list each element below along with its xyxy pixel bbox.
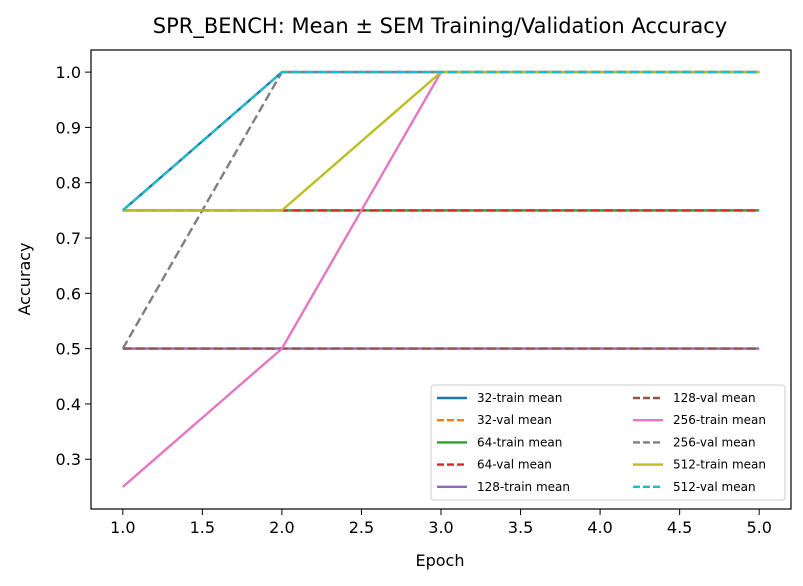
legend-label: 512-val mean [673,480,756,494]
x-tick-label: 2.5 [349,518,374,537]
x-tick-label: 4.0 [587,518,612,537]
x-tick-label: 4.5 [667,518,692,537]
y-tick-label: 0.5 [56,340,81,359]
legend-label: 128-train mean [477,480,570,494]
x-axis-ticks: 1.0 1.5 2.0 2.5 3.0 3.5 4.0 4.5 5.0 [110,509,772,537]
y-tick-label: 0.9 [56,118,81,137]
legend-label: 32-train mean [477,391,562,405]
series-line-32-val-mean [122,70,760,212]
y-tick-label: 0.3 [56,450,81,469]
y-tick-label: 0.7 [56,229,81,248]
legend-label: 64-val mean [477,458,552,472]
y-tick-label: 1.0 [56,63,81,82]
legend: 32-train mean 32-val mean 64-train mean 64-… [430,384,786,501]
x-tick-label: 3.5 [508,518,533,537]
y-axis-label: Accuracy [15,242,34,315]
legend-label: 512-train mean [673,458,766,472]
x-tick-label: 5.0 [746,518,771,537]
x-tick-label: 2.0 [269,518,294,537]
legend-label: 64-train mean [477,435,562,449]
y-tick-label: 0.6 [56,284,81,303]
y-tick-label: 0.4 [56,395,81,414]
legend-box [430,384,786,501]
x-tick-label: 1.5 [190,518,215,537]
y-tick-label: 0.8 [56,174,81,193]
x-axis-label: Epoch [416,551,465,570]
series-line-512-val-mean [122,70,760,212]
legend-label: 32-val mean [477,413,552,427]
series-line-512-train-mean [122,70,760,212]
legend-label: 128-val mean [673,391,756,405]
legend-label: 256-train mean [673,413,766,427]
x-tick-label: 1.0 [110,518,135,537]
x-tick-label: 3.0 [428,518,453,537]
plot-lines [121,70,760,488]
series-line-32-train-mean [122,70,760,212]
y-axis-ticks: 0.3 0.4 0.5 0.6 0.7 0.8 0.9 1.0 [56,63,91,469]
legend-label: 256-val mean [673,435,756,449]
chart-title: SPR_BENCH: Mean ± SEM Training/Validatio… [153,14,727,39]
